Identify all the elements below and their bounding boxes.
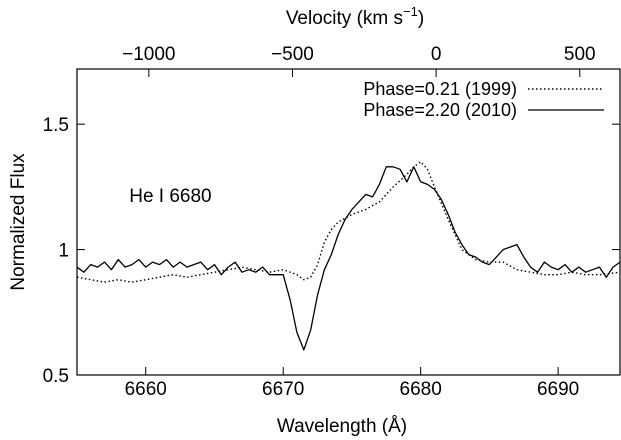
top-tick-label: −1000: [122, 44, 175, 65]
legend: Phase=0.21 (1999)Phase=2.20 (2010): [363, 79, 604, 120]
top-tick-label: 500: [564, 44, 596, 65]
top-axis-label-base: Velocity (km s: [286, 8, 403, 29]
x-tick-label: 6690: [537, 379, 579, 400]
y-tick-label: 1: [58, 241, 69, 262]
top-tick-label: 0: [431, 44, 442, 65]
x-tick-label: 6670: [262, 379, 304, 400]
top-axis-label: Velocity (km s−1): [286, 4, 424, 29]
line-annotation: He I 6680: [129, 186, 211, 207]
x-tick-label: 6680: [400, 379, 442, 400]
top-axis-label-close: ): [418, 8, 424, 29]
legend-label-1: Phase=0.21 (1999): [363, 79, 517, 99]
y-tick-label: 0.5: [43, 366, 69, 387]
tick-labels: 6660 6670 6680 6690 0.5 1 1.5 −1000 −500 0 500: [43, 44, 596, 400]
plot-frame: [76, 68, 621, 376]
axis-ticks: [77, 69, 620, 376]
x-axis-label: Wavelength (Å): [277, 416, 407, 437]
series-lines: [76, 161, 621, 351]
plot-border: [76, 68, 621, 376]
top-axis-label-sup: −1: [403, 4, 418, 19]
y-axis-label: Normalized Flux: [8, 153, 29, 291]
legend-label-2: Phase=2.20 (2010): [363, 100, 517, 120]
series-line-2: [76, 166, 621, 351]
y-tick-label: 1.5: [43, 115, 69, 136]
x-tick-label: 6660: [125, 379, 167, 400]
top-tick-label: −500: [271, 44, 314, 65]
